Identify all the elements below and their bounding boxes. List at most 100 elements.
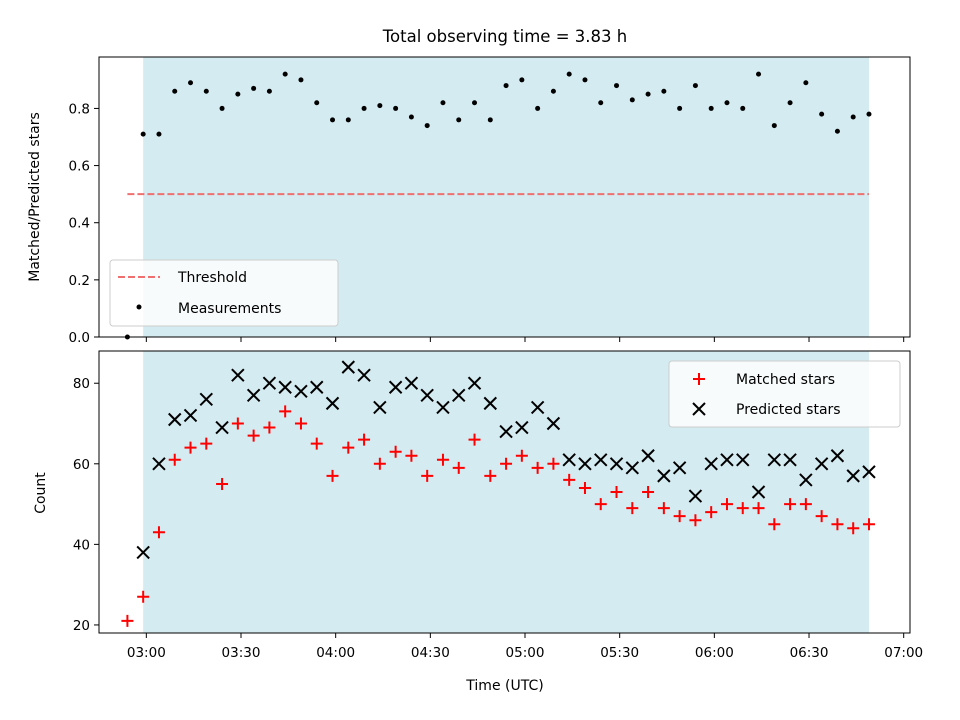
matched-star-point xyxy=(673,510,686,523)
matched-star-point xyxy=(515,449,528,462)
predicted-star-point xyxy=(278,380,292,394)
ratio-y-axis-label: Matched/Predicted stars xyxy=(27,112,43,282)
measurement-point xyxy=(629,97,635,103)
measurement-point xyxy=(408,114,414,120)
predicted-star-point xyxy=(373,400,387,415)
ratio-y-tick-label: 0.2 xyxy=(69,273,90,289)
measurement-point xyxy=(566,71,572,77)
ratio-x-ticks xyxy=(145,337,905,342)
predicted-star-point xyxy=(783,453,797,467)
matched-star-point xyxy=(657,502,670,515)
matched-star-point xyxy=(405,449,418,462)
predicted-star-point xyxy=(515,420,529,435)
count-y-ticks: 20 40 60 80 xyxy=(73,376,99,634)
matched-star-point xyxy=(358,433,371,446)
count-plot-frame xyxy=(98,350,911,634)
predicted-star-point xyxy=(152,457,166,471)
measurement-point xyxy=(582,77,588,83)
count-y-tick-label: 60 xyxy=(73,457,90,473)
measurement-point xyxy=(393,105,399,111)
ratio-y-tick-label: 0.4 xyxy=(69,216,90,232)
matched-star-point xyxy=(168,453,181,466)
measurement-point xyxy=(519,77,525,83)
x-tick-label: 06:00 xyxy=(695,645,734,661)
predicted-star-point xyxy=(341,360,356,374)
matched-star-point xyxy=(263,421,276,434)
measurement-point xyxy=(692,83,698,89)
matched-star-point xyxy=(752,502,765,515)
predicted-star-point xyxy=(388,380,403,394)
matched-star-point xyxy=(294,417,307,430)
matched-star-point xyxy=(231,417,244,430)
predicted-star-point xyxy=(499,424,513,439)
predicted-star-point xyxy=(720,453,734,467)
count-y-tick-label: 80 xyxy=(73,376,90,392)
predicted-star-point xyxy=(325,396,340,411)
ratio-plot-frame xyxy=(98,56,911,338)
measurement-point xyxy=(361,105,367,111)
predicted-star-point xyxy=(530,400,545,415)
measurement-point xyxy=(850,114,856,120)
measurement-point xyxy=(598,100,604,106)
matched-star-point xyxy=(184,441,197,454)
x-tick-label: 03:00 xyxy=(127,645,166,661)
matched-star-point xyxy=(484,469,497,482)
matched-star-point xyxy=(862,518,875,531)
matched-star-point xyxy=(247,429,260,442)
measurement-point xyxy=(424,123,430,129)
measurement-point xyxy=(645,91,651,97)
predicted-star-point xyxy=(483,396,498,411)
matched-star-point xyxy=(468,433,481,446)
measurements-legend-marker xyxy=(136,304,142,310)
ratio-legend: Threshold Measurements xyxy=(109,259,339,327)
measurement-point xyxy=(377,103,383,109)
count-legend-box xyxy=(668,360,901,428)
measurement-point xyxy=(661,88,667,94)
count-legend: Matched stars Predicted stars xyxy=(668,360,901,428)
measurement-point xyxy=(472,100,478,106)
measurement-point xyxy=(330,117,336,123)
measurement-point xyxy=(866,111,872,117)
count-y-axis-label: Count xyxy=(33,472,49,514)
matched-star-point xyxy=(200,437,213,450)
measurement-point xyxy=(614,83,620,89)
matched-star-point xyxy=(373,457,386,470)
matched-star-point xyxy=(847,522,860,535)
ratio-y-tick-label: 0.6 xyxy=(69,159,90,175)
matched-legend-label: Matched stars xyxy=(736,372,835,388)
matched-star-point xyxy=(563,473,576,486)
matched-star-point xyxy=(831,518,844,531)
measurement-points xyxy=(124,71,872,340)
ratio-panel: 0.00.20.40.60.8 Matched/Predicted stars … xyxy=(27,56,911,346)
matched-star-point xyxy=(342,441,355,454)
predicted-star-point xyxy=(215,420,229,435)
x-tick-label: 05:30 xyxy=(600,645,639,661)
matched-star-point xyxy=(121,614,134,627)
matched-star-point xyxy=(531,461,544,474)
ratio-y-tick-label: 0.8 xyxy=(69,101,90,117)
measurement-point xyxy=(172,88,178,94)
predicted-star-point xyxy=(420,388,434,403)
predicted-star-point xyxy=(609,457,624,471)
measurement-point xyxy=(440,100,446,106)
matched-star-point xyxy=(689,514,702,527)
measurement-point xyxy=(188,80,194,86)
predicted-star-point xyxy=(672,461,687,475)
predicted-star-point xyxy=(231,368,245,382)
x-tick-label: 07:00 xyxy=(884,645,923,661)
predicted-star-point xyxy=(767,453,782,467)
matched-star-point xyxy=(610,486,623,498)
matched-star-point xyxy=(421,469,434,482)
predicted-star-point xyxy=(404,376,419,390)
matched-star-point xyxy=(784,498,797,511)
measurement-point xyxy=(251,85,257,91)
predicted-star-point xyxy=(183,408,198,423)
matched-star-point xyxy=(137,590,150,603)
predicted-star-point xyxy=(262,376,277,390)
predicted-star-point xyxy=(751,485,766,499)
matched-star-point xyxy=(216,477,229,490)
matched-star-point xyxy=(326,469,339,482)
predicted-legend-label: Predicted stars xyxy=(736,402,841,418)
matched-star-point xyxy=(389,445,402,458)
